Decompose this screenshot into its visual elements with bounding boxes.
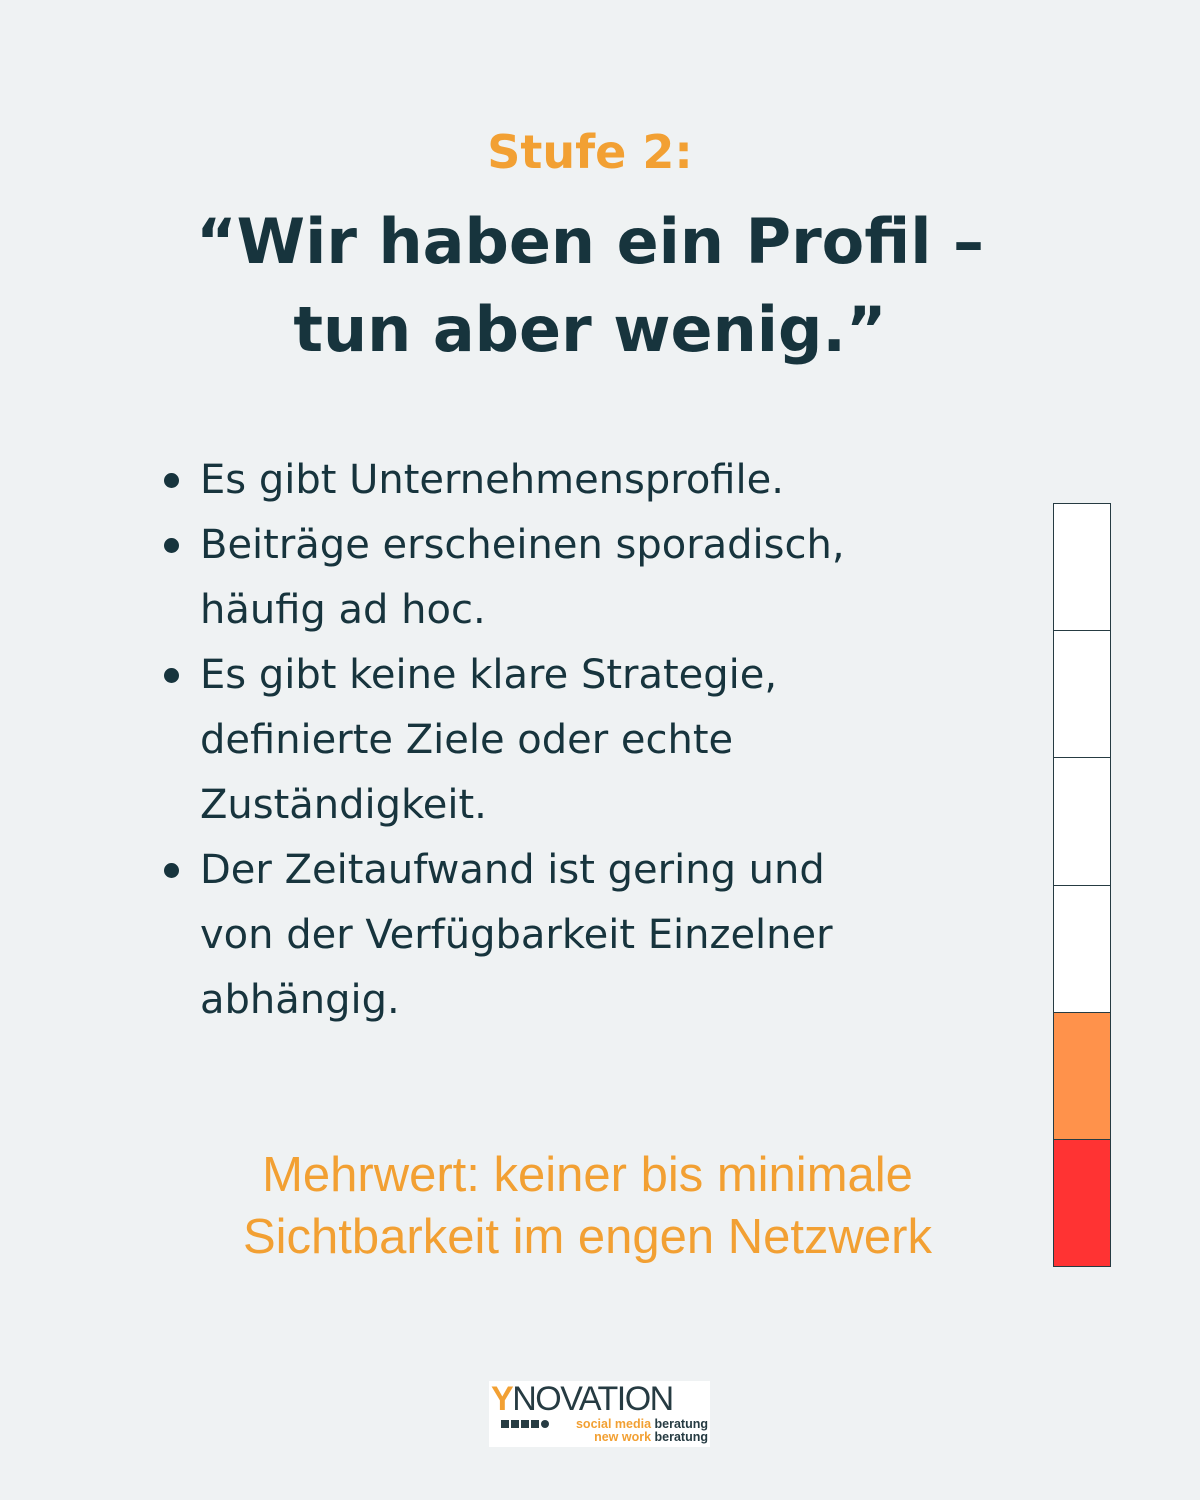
- list-item-line: Es gibt keine klare Strategie,: [200, 652, 778, 698]
- list-item-line: definierte Ziele oder echte: [200, 717, 734, 763]
- logo-tagline-2: new work beratung: [594, 1430, 708, 1444]
- list-item-line: von der Verfügbarkeit Einzelner: [200, 912, 833, 958]
- list-item-line: abhängig.: [200, 977, 400, 1023]
- logo-wordmark: YNOVATION: [491, 1380, 674, 1418]
- list-item: Es gibt Unternehmensprofile.: [164, 448, 1000, 513]
- list-item-line: Zuständigkeit.: [200, 782, 487, 828]
- value-note: Mehrwert: keiner bis minimale Sichtbarke…: [0, 1144, 1175, 1268]
- bullet-dot-icon: [164, 863, 179, 878]
- level-meter-segment: [1054, 758, 1110, 886]
- bullet-dot-icon: [164, 538, 179, 553]
- headline-line-1: “Wir haben ein Profil –: [195, 205, 985, 278]
- list-item-line: Es gibt Unternehmensprofile.: [200, 457, 784, 503]
- level-meter-segment: [1054, 504, 1110, 632]
- list-item-line: Beiträge erscheinen sporadisch,: [200, 522, 845, 568]
- value-note-line-1: Mehrwert: keiner bis minimale: [262, 1148, 913, 1202]
- level-meter: [1053, 503, 1111, 1267]
- ynovation-logo: YNOVATION social media beratung new work…: [489, 1381, 710, 1447]
- level-meter-segment: [1054, 885, 1110, 1013]
- bullet-dot-icon: [164, 473, 179, 488]
- value-note-line-2: Sichtbarkeit im engen Netzwerk: [242, 1210, 932, 1264]
- list-item: Der Zeitaufwand ist gering und von der V…: [164, 838, 1000, 1033]
- level-meter-segment: [1054, 1139, 1110, 1267]
- list-item: Beiträge erscheinen sporadisch, häufig a…: [164, 513, 1000, 643]
- list-item: Es gibt keine klare Strategie, definiert…: [164, 643, 1000, 838]
- level-meter-segment: [1054, 1012, 1110, 1140]
- stage-label: Stufe 2:: [487, 125, 693, 179]
- logo-tagline-1: social media beratung: [575, 1417, 708, 1431]
- list-item-line: häufig ad hoc.: [200, 587, 486, 633]
- bullet-dot-icon: [164, 668, 179, 683]
- characteristics-list: Es gibt Unternehmensprofile. Beiträge er…: [164, 448, 1000, 1033]
- headline: “Wir haben ein Profil – tun aber wenig.”: [0, 198, 1180, 374]
- headline-line-2: tun aber wenig.”: [293, 293, 887, 366]
- logo-blocks-icon: [501, 1420, 549, 1428]
- level-meter-segment: [1054, 631, 1110, 759]
- list-item-line: Der Zeitaufwand ist gering und: [200, 847, 825, 893]
